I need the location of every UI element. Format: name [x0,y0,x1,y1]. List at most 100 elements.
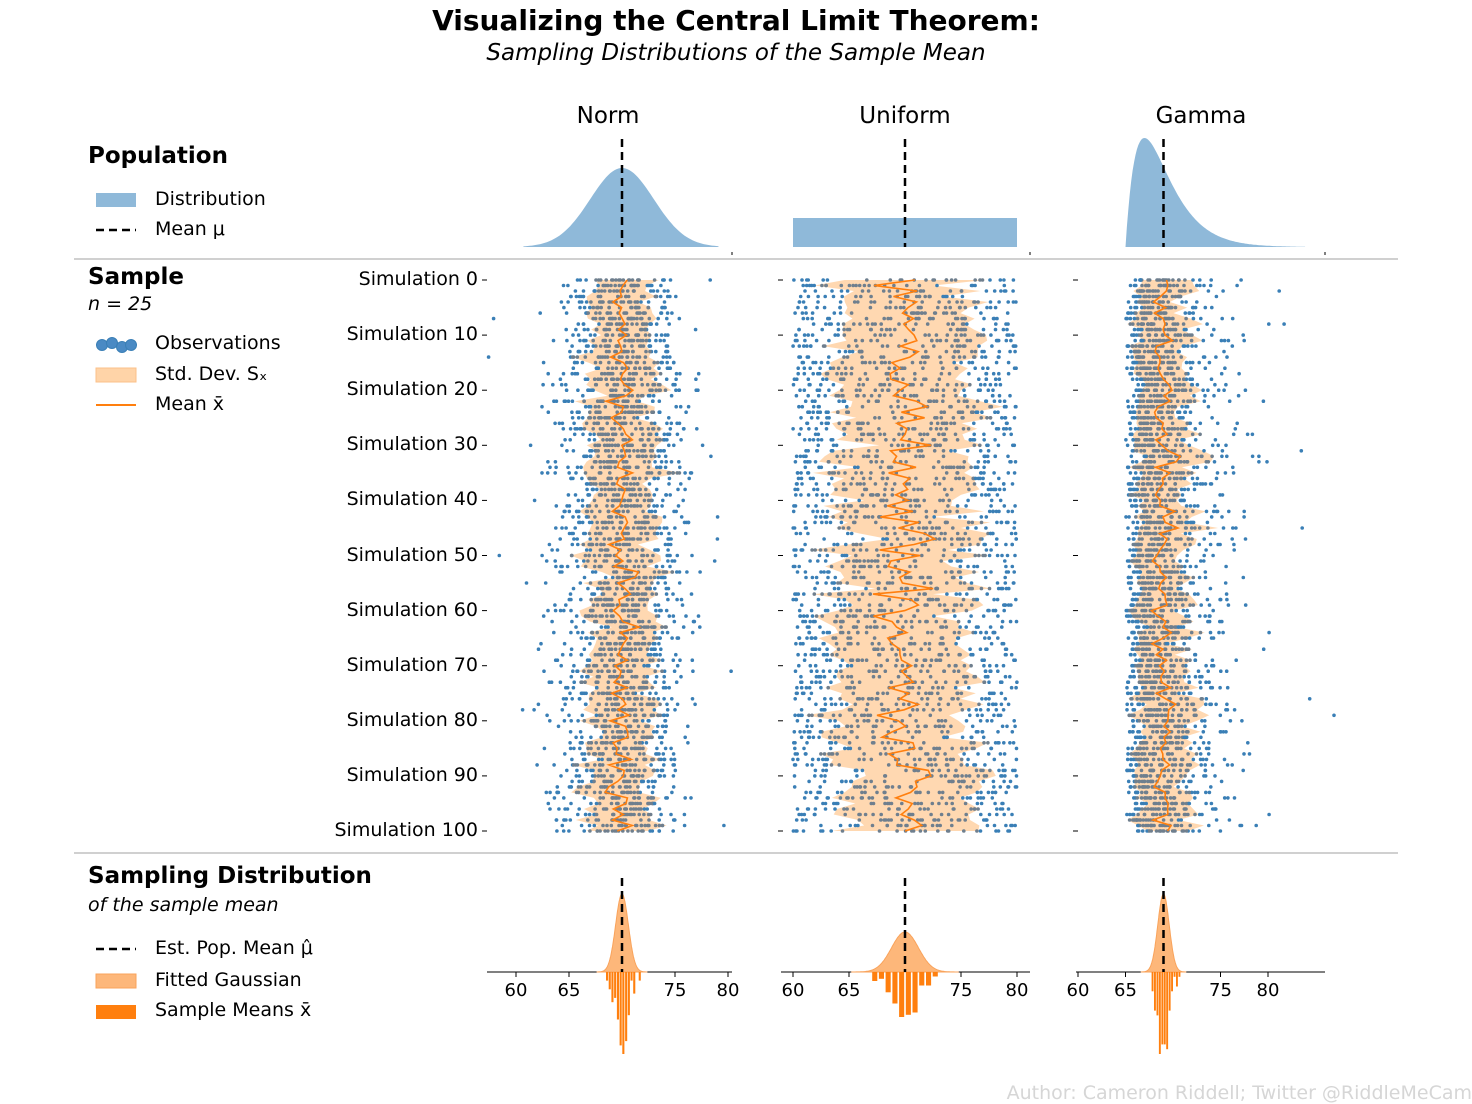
observation-point [886,553,890,558]
observation-point [997,371,1001,376]
observation-point [981,476,985,481]
observation-point [613,829,617,833]
observation-point [899,586,904,591]
observation-point [810,399,815,404]
observation-point [794,393,799,398]
observation-point [624,449,629,453]
observation-point [576,542,580,547]
observation-point [869,757,874,762]
observation-point [970,520,975,525]
observation-point [818,719,823,723]
observation-point [671,360,676,365]
observation-point [860,504,865,508]
observation-point [939,427,943,431]
observation-point [684,520,689,525]
observation-point [911,708,915,712]
observation-point [577,807,581,811]
observation-point [807,685,812,690]
observation-point [602,719,607,723]
observation-point [657,399,662,404]
observation-point [875,548,879,552]
observation-point [630,305,634,310]
observation-point [583,471,588,475]
observation-point [805,316,810,321]
observation-point [603,493,608,497]
observation-point [586,663,591,668]
observation-point [541,614,546,618]
observation-point [868,625,873,629]
observation-point [617,509,621,514]
observation-point [629,504,633,508]
observation-point [941,366,945,371]
observation-point [586,493,590,497]
simulation-tick-label: Simulation 100 [334,819,478,841]
observation-point [874,460,879,464]
observation-point [663,719,668,723]
observation-point [622,344,627,348]
observation-point [580,674,584,679]
observation-point [799,476,804,481]
x-tick-label: 65 [557,980,581,1001]
observation-point [839,520,844,525]
observation-point [966,564,970,569]
observation-point [998,382,1003,387]
observation-point [610,366,615,371]
observation-point [877,608,882,613]
observation-point [588,454,593,459]
observation-point [594,680,598,684]
observation-point [859,438,864,442]
observation-point [902,652,907,657]
observation-point [982,663,986,668]
observation-point [903,404,908,409]
observation-point [827,388,831,393]
observation-point [857,746,862,751]
observation-point [994,338,999,343]
observation-point [679,482,683,486]
observation-point [578,581,583,585]
observation-point [561,697,566,701]
observation-point [991,316,996,321]
observation-point [898,603,903,607]
observation-point [804,526,809,530]
observation-point [863,779,867,784]
observation-point [800,482,804,486]
observation-point [658,371,663,376]
x-tick-label: 80 [1256,980,1280,1001]
observation-point [999,702,1004,707]
observation-point [795,377,799,382]
observation-point [682,823,687,828]
observation-point [1013,460,1018,464]
observation-point [803,465,808,470]
observation-point [567,713,571,718]
observation-point [876,647,880,651]
observation-point [579,597,583,602]
observation-point [606,713,610,718]
observation-point [829,702,834,707]
observation-point [897,570,902,574]
observation-point [965,322,969,326]
observation-point [582,619,586,624]
observation-point [914,454,918,459]
observation-point [839,608,843,613]
observation-point [580,741,584,745]
observation-point [944,438,948,442]
observation-point [958,785,962,789]
observation-point [822,779,827,784]
observation-point [652,278,657,282]
observation-point [834,487,838,492]
observation-point [929,658,934,662]
observation-point [965,785,969,789]
observation-point [857,283,862,288]
observation-point [696,371,701,376]
observation-point [861,382,866,387]
observation-point [691,669,695,673]
observation-point [598,509,602,514]
observation-point [642,812,646,817]
observation-point [633,515,637,519]
observation-point [959,327,963,332]
observation-point [629,316,633,321]
observation-point [619,636,623,640]
observation-point [646,625,650,629]
observation-point [605,421,609,426]
observation-point [820,509,825,514]
